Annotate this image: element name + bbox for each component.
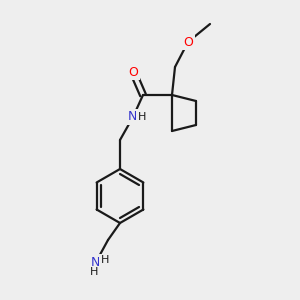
Text: O: O [128,65,138,79]
Text: H: H [90,267,98,277]
Text: O: O [183,35,193,49]
Text: N: N [127,110,137,124]
Text: H: H [138,112,146,122]
Text: N: N [90,256,100,268]
Text: H: H [101,255,109,265]
